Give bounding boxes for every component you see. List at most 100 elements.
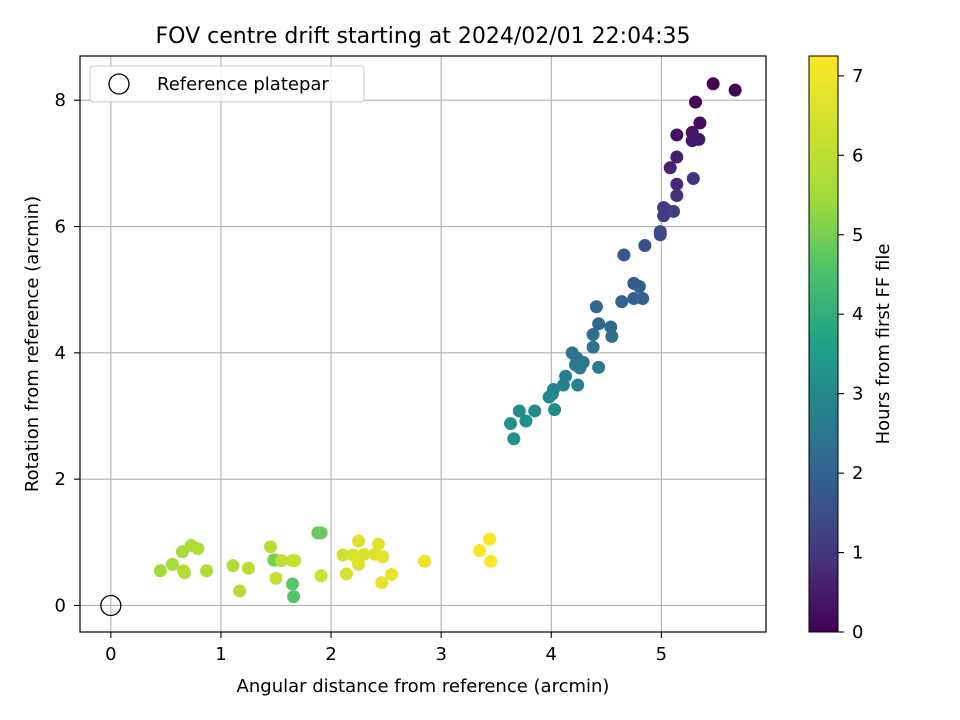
legend-marker — [108, 73, 130, 95]
data-point — [728, 83, 742, 97]
data-point — [153, 564, 167, 578]
data-point — [689, 95, 703, 109]
data-point — [617, 248, 631, 262]
y-axis-label: Rotation from reference (arcmin) — [22, 196, 43, 492]
data-point — [418, 554, 432, 568]
data-point — [339, 567, 353, 581]
data-point — [670, 177, 684, 191]
x-tick-label: 3 — [435, 644, 446, 665]
data-point — [605, 329, 619, 343]
data-point — [670, 128, 684, 142]
data-point — [667, 204, 681, 218]
data-point — [263, 540, 277, 554]
data-point — [275, 554, 289, 568]
data-point — [473, 544, 487, 558]
data-point — [706, 77, 720, 91]
data-point — [385, 568, 399, 582]
data-point — [686, 172, 700, 186]
data-point — [504, 417, 518, 431]
x-tick-label: 5 — [656, 644, 667, 665]
data-point — [653, 228, 667, 242]
data-point — [314, 526, 328, 540]
colorbar-tick-label: 6 — [852, 145, 863, 166]
data-point — [165, 557, 179, 571]
colorbar-label: Hours from first FF file — [873, 244, 894, 445]
data-point — [670, 150, 684, 164]
data-points — [100, 77, 742, 617]
data-point — [542, 390, 556, 404]
colorbar-frame — [808, 55, 839, 633]
data-point — [484, 554, 498, 568]
data-point — [615, 295, 629, 309]
data-point — [483, 532, 497, 546]
y-tick-label: 4 — [55, 343, 66, 364]
data-point — [592, 360, 606, 374]
x-tick-label: 4 — [546, 644, 557, 665]
data-point — [288, 554, 302, 568]
data-point — [226, 559, 240, 573]
data-point — [191, 542, 205, 556]
data-point — [548, 403, 562, 417]
data-point — [604, 320, 618, 334]
data-point — [592, 317, 606, 331]
data-point — [352, 534, 366, 548]
colorbar-tick-label: 1 — [852, 543, 863, 564]
data-point — [627, 292, 641, 306]
y-axis-ticks: 0 2 4 6 8 — [55, 90, 80, 616]
x-axis-ticks: 0 1 2 3 4 5 — [105, 632, 667, 665]
data-point — [241, 561, 255, 575]
data-point — [357, 547, 371, 561]
data-point — [670, 189, 684, 203]
data-point — [693, 116, 707, 130]
data-point — [663, 161, 677, 175]
x-tick-label: 2 — [325, 644, 336, 665]
y-tick-label: 8 — [55, 90, 66, 111]
colorbar-tick-label: 0 — [852, 622, 863, 643]
data-point — [287, 590, 301, 604]
colorbar-gradient — [809, 56, 838, 632]
chart-title: FOV centre drift starting at 2024/02/01 … — [156, 24, 691, 49]
y-tick-label: 6 — [55, 217, 66, 238]
data-point — [507, 432, 521, 446]
data-point — [376, 550, 390, 564]
reference-point-marker — [100, 594, 122, 617]
data-point — [314, 569, 328, 583]
data-point — [556, 378, 570, 392]
data-point — [586, 328, 600, 342]
x-tick-label: 1 — [215, 644, 226, 665]
data-point — [269, 571, 283, 585]
data-point — [632, 280, 646, 294]
data-point — [519, 414, 533, 428]
y-tick-label: 0 — [55, 595, 66, 616]
data-point — [336, 548, 350, 562]
data-point — [589, 300, 603, 314]
data-point — [528, 404, 542, 418]
legend: Reference platepar — [89, 65, 365, 103]
colorbar-tick-label: 7 — [852, 66, 863, 87]
data-point — [685, 134, 699, 148]
colorbar-tick-label: 3 — [852, 384, 863, 405]
data-point — [233, 584, 247, 598]
colorbar: 0 1 2 3 4 5 6 7 Hours from first FF file — [808, 55, 894, 643]
data-point — [638, 238, 652, 252]
data-point — [571, 378, 585, 392]
data-point — [375, 576, 389, 590]
legend-box — [89, 65, 365, 103]
data-point — [286, 577, 300, 591]
colorbar-tick-label: 2 — [852, 463, 863, 484]
colorbar-tick-label: 5 — [852, 225, 863, 246]
colorbar-tick-label: 4 — [852, 304, 863, 325]
colorbar-ticks: 0 1 2 3 4 5 6 7 — [838, 66, 863, 643]
data-point — [512, 404, 526, 418]
x-axis-label: Angular distance from reference (arcmin) — [237, 676, 610, 697]
plot-frame — [79, 55, 767, 633]
y-tick-label: 2 — [55, 469, 66, 490]
legend-entry-reference: Reference platepar — [157, 74, 329, 95]
data-point — [200, 564, 214, 578]
data-point — [371, 537, 385, 551]
x-tick-label: 0 — [105, 644, 116, 665]
data-point — [573, 361, 587, 375]
data-point — [586, 340, 600, 354]
data-point — [177, 564, 191, 578]
